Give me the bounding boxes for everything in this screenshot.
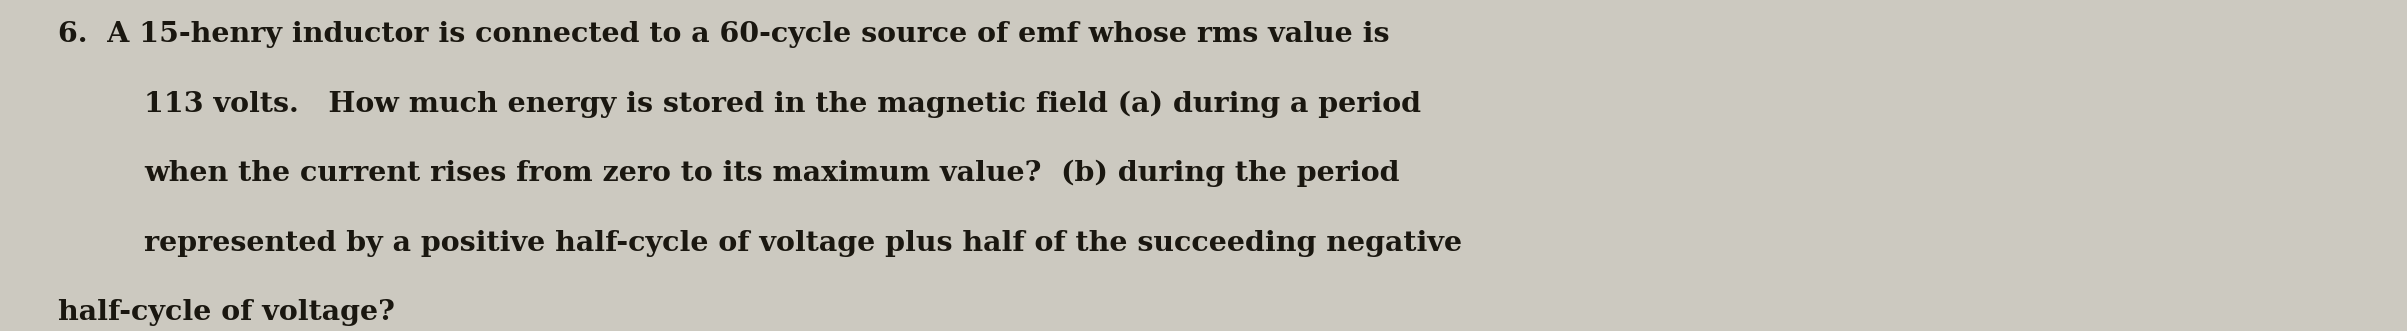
- Text: when the current rises from zero to its maximum value?  (b) during the period: when the current rises from zero to its …: [144, 160, 1401, 187]
- Text: represented by a positive half-cycle of voltage plus half of the succeeding nega: represented by a positive half-cycle of …: [144, 230, 1463, 257]
- Text: half-cycle of voltage?: half-cycle of voltage?: [58, 299, 395, 326]
- Text: 113 volts.   How much energy is stored in the magnetic field (a) during a period: 113 volts. How much energy is stored in …: [144, 91, 1423, 118]
- Text: 6.  A 15-henry inductor is connected to a 60-cycle source of emf whose rms value: 6. A 15-henry inductor is connected to a…: [58, 21, 1389, 48]
